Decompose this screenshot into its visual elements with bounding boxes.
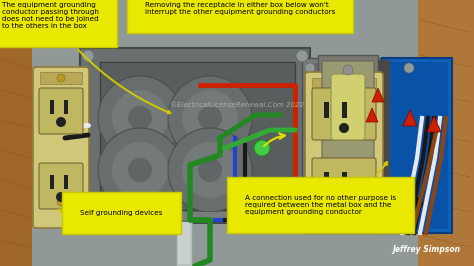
- Circle shape: [340, 198, 348, 206]
- Bar: [302, 58, 417, 233]
- FancyBboxPatch shape: [305, 72, 383, 223]
- Bar: [64, 175, 68, 189]
- Bar: [64, 100, 68, 114]
- Polygon shape: [372, 88, 384, 102]
- Circle shape: [98, 76, 182, 160]
- Bar: [50, 175, 54, 189]
- Circle shape: [340, 80, 348, 88]
- Bar: [382, 58, 452, 233]
- Bar: [324, 172, 329, 188]
- Circle shape: [128, 106, 152, 130]
- Circle shape: [168, 76, 252, 160]
- Circle shape: [305, 63, 315, 73]
- FancyBboxPatch shape: [312, 88, 376, 140]
- Circle shape: [342, 199, 354, 211]
- Bar: [386, 62, 448, 229]
- FancyBboxPatch shape: [322, 61, 374, 214]
- Polygon shape: [366, 108, 378, 122]
- Circle shape: [182, 142, 238, 198]
- Circle shape: [305, 218, 315, 228]
- Bar: [307, 63, 412, 228]
- Bar: [378, 60, 390, 215]
- Bar: [0, 0, 32, 266]
- Circle shape: [339, 123, 349, 133]
- Circle shape: [254, 140, 270, 156]
- Bar: [100, 62, 295, 210]
- Circle shape: [82, 50, 94, 62]
- Text: ©ElectricalLicenseRenewal.Com 2020: ©ElectricalLicenseRenewal.Com 2020: [170, 102, 304, 108]
- Circle shape: [112, 142, 168, 198]
- FancyBboxPatch shape: [39, 163, 83, 209]
- FancyBboxPatch shape: [39, 88, 83, 134]
- Polygon shape: [427, 116, 441, 132]
- Circle shape: [296, 210, 308, 222]
- Bar: [342, 172, 347, 188]
- Circle shape: [56, 192, 66, 202]
- Circle shape: [57, 198, 65, 206]
- Circle shape: [343, 65, 353, 75]
- Circle shape: [182, 90, 238, 146]
- Bar: [82, 212, 308, 220]
- Bar: [176, 222, 192, 266]
- Circle shape: [198, 158, 222, 182]
- FancyBboxPatch shape: [331, 74, 365, 140]
- Circle shape: [404, 63, 414, 73]
- Circle shape: [57, 74, 65, 82]
- Circle shape: [198, 106, 222, 130]
- Bar: [312, 196, 376, 208]
- Circle shape: [168, 128, 252, 212]
- Bar: [40, 72, 82, 84]
- Bar: [40, 196, 82, 208]
- Circle shape: [82, 210, 94, 222]
- Text: The equipment grounding
conductor passing through
does not need to be joined
to : The equipment grounding conductor passin…: [2, 2, 171, 113]
- Circle shape: [98, 128, 182, 212]
- Text: Jeffrey Simpson: Jeffrey Simpson: [392, 245, 460, 254]
- Circle shape: [404, 218, 414, 228]
- Bar: [418, 0, 474, 266]
- FancyBboxPatch shape: [312, 158, 376, 210]
- Bar: [80, 48, 310, 223]
- Circle shape: [296, 50, 308, 62]
- Circle shape: [112, 90, 168, 146]
- Bar: [342, 102, 347, 118]
- Circle shape: [339, 193, 349, 203]
- Text: A connection used for no other purpose is
required between the metal box and the: A connection used for no other purpose i…: [245, 162, 396, 215]
- Circle shape: [343, 195, 353, 205]
- Polygon shape: [403, 110, 417, 126]
- Text: Removing the receptacle in either box below won't
interrupt the other equipment : Removing the receptacle in either box be…: [145, 2, 336, 15]
- Circle shape: [56, 117, 66, 127]
- Bar: [50, 100, 54, 114]
- FancyBboxPatch shape: [33, 67, 89, 228]
- Bar: [312, 78, 376, 90]
- Circle shape: [411, 197, 423, 209]
- Circle shape: [128, 158, 152, 182]
- Text: Self grounding devices: Self grounding devices: [59, 210, 163, 216]
- Bar: [318, 55, 378, 220]
- Bar: [324, 102, 329, 118]
- Bar: [178, 222, 190, 264]
